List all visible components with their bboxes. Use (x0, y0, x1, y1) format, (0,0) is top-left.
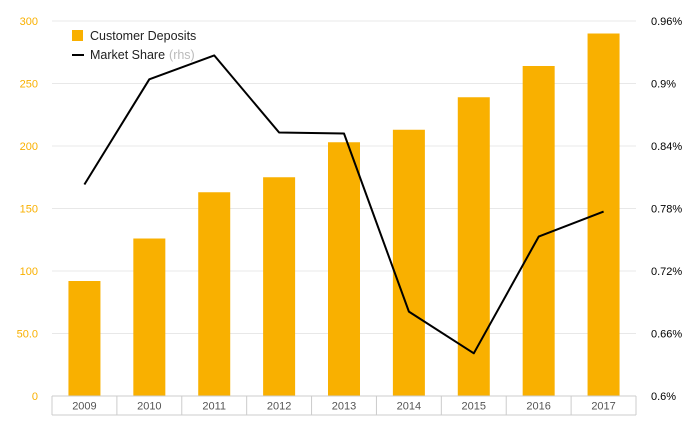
bar-2009 (68, 281, 101, 396)
bar-2014 (392, 129, 425, 396)
legend: Customer Deposits Market Share (rhs) (72, 29, 196, 62)
y-left-tick-label-4: 200 (20, 141, 38, 153)
y-left-tick-label-2: 100 (20, 266, 38, 278)
x-tick-label-2011: 2011 (202, 401, 226, 413)
y-left-tick-label-0: 0 (32, 391, 38, 403)
x-tick-label-2009: 2009 (72, 401, 96, 413)
y-axis-left: 0 50.0 100 150 200 250 300 (17, 16, 38, 403)
bar-2010 (133, 238, 166, 396)
bar-series-customer-deposits (68, 33, 620, 396)
legend-label-market-share-note: (rhs) (169, 48, 195, 62)
x-tick-label-2012: 2012 (267, 401, 291, 413)
legend-label-market-share-name: Market Share (90, 48, 165, 62)
x-tick-label-2014: 2014 (397, 401, 421, 413)
y-left-tick-label-3: 150 (20, 204, 38, 216)
line-series-market-share (83, 54, 604, 355)
x-tick-label-2013: 2013 (332, 401, 356, 413)
bar-2016 (522, 66, 555, 396)
x-tick-label-2015: 2015 (462, 401, 486, 413)
y-right-tick-label-5: 0.9% (651, 79, 676, 91)
legend-swatch-customer-deposits (72, 30, 83, 41)
y-right-tick-label-4: 0.84% (651, 141, 682, 153)
y-axis-right: 0.6% 0.66% 0.72% 0.78% 0.84% 0.9% 0.96% (651, 16, 682, 403)
legend-label-customer-deposits: Customer Deposits (90, 29, 196, 43)
y-right-tick-label-3: 0.78% (651, 204, 682, 216)
x-axis: 2009 2010 2011 2012 2013 2014 2015 2016 2017 (51, 395, 637, 416)
bar-2012 (263, 177, 296, 396)
bar-2011 (198, 192, 231, 396)
y-left-tick-label-5: 250 (20, 79, 38, 91)
y-right-tick-label-2: 0.72% (651, 266, 682, 278)
y-left-tick-label-6: 300 (20, 16, 38, 28)
bar-2017 (587, 33, 620, 396)
x-tick-label-2016: 2016 (526, 401, 550, 413)
y-right-tick-label-1: 0.66% (651, 329, 682, 341)
y-right-tick-label-0: 0.6% (651, 391, 676, 403)
y-left-tick-label-1: 50.0 (17, 329, 38, 341)
bar-2013 (328, 142, 360, 396)
legend-label-market-share: Market Share (rhs) (90, 48, 195, 62)
x-tick-label-2017: 2017 (591, 401, 615, 413)
x-tick-label-2010: 2010 (137, 401, 161, 413)
y-right-tick-label-6: 0.96% (651, 16, 682, 28)
bar-2015 (457, 97, 490, 396)
